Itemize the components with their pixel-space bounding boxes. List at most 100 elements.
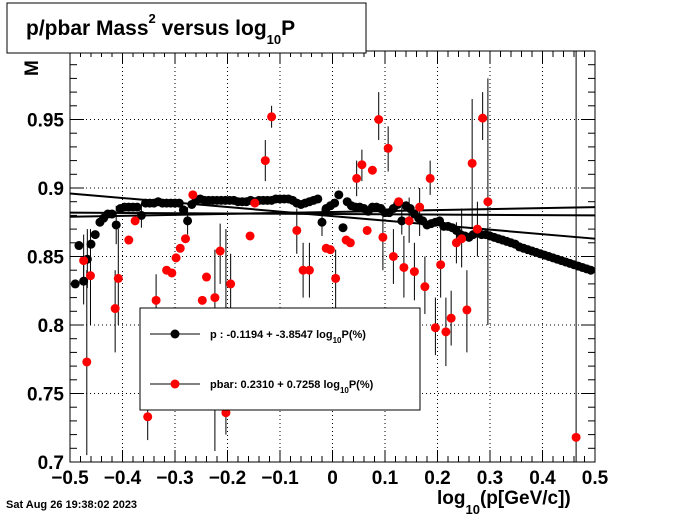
extra-fit-line bbox=[69, 211, 596, 217]
x-tick-label: 0.4 bbox=[529, 468, 556, 489]
pbar-data-point bbox=[409, 267, 419, 277]
pbar-data-point bbox=[110, 304, 120, 314]
data-points bbox=[70, 112, 596, 442]
pbar-data-point bbox=[394, 197, 404, 207]
y-tick-label: 0.7 bbox=[38, 453, 64, 474]
legend-p-marker bbox=[170, 329, 180, 339]
pbar-data-point bbox=[181, 234, 190, 244]
x-tick-label: −0.2 bbox=[209, 468, 247, 489]
p-data-point bbox=[174, 198, 184, 208]
pbar-data-point bbox=[352, 173, 362, 183]
pbar-data-point bbox=[383, 143, 393, 153]
x-tick-label: 0.5 bbox=[582, 468, 609, 489]
p-data-point bbox=[86, 239, 96, 249]
y-tick-label: 0.9 bbox=[38, 179, 64, 200]
pbar-data-point bbox=[260, 156, 270, 166]
pbar-data-point bbox=[130, 216, 140, 226]
p-data-point bbox=[178, 205, 188, 215]
pbar-data-point bbox=[357, 160, 367, 170]
pbar-data-point bbox=[331, 273, 341, 283]
y-tick-label: 0.75 bbox=[27, 385, 64, 406]
pbar-data-point bbox=[345, 238, 355, 248]
pbar-data-point bbox=[124, 235, 134, 245]
pbar-data-point bbox=[399, 262, 409, 272]
pbar-data-point bbox=[304, 265, 314, 275]
p-data-point bbox=[338, 223, 348, 233]
p-data-point bbox=[317, 217, 327, 227]
title-box bbox=[6, 2, 367, 54]
pbar-data-point bbox=[250, 198, 260, 208]
p-data-point bbox=[132, 202, 142, 212]
pbar-data-point bbox=[245, 231, 255, 241]
pbar-data-point bbox=[378, 232, 388, 242]
chart-title: p/pbar Mass2 versus log10P bbox=[26, 11, 295, 47]
x-tick-label: 0.1 bbox=[372, 468, 399, 489]
pbar-data-point bbox=[85, 271, 95, 281]
p-data-point bbox=[90, 230, 100, 240]
x-tick-label: −0.3 bbox=[156, 468, 194, 489]
pbar-data-point bbox=[82, 357, 92, 367]
x-tick-label: −0.1 bbox=[261, 468, 299, 489]
pbar-data-point bbox=[267, 112, 277, 122]
pbar-data-point bbox=[430, 323, 440, 333]
legend-box bbox=[139, 307, 421, 411]
pbar-data-point bbox=[215, 246, 225, 256]
x-tick-label: 0.2 bbox=[424, 468, 450, 489]
pbar-data-point bbox=[457, 234, 467, 244]
pbar-data-point bbox=[188, 190, 198, 200]
pbar-data-point bbox=[483, 197, 493, 207]
pbar-data-point bbox=[415, 202, 425, 212]
pbar-data-point bbox=[175, 243, 185, 253]
axis-ticks bbox=[69, 50, 596, 463]
x-tick-label: −0.5 bbox=[51, 468, 89, 489]
grid-lines bbox=[70, 51, 595, 462]
pbar-data-point bbox=[298, 265, 308, 275]
pbar-data-point bbox=[362, 225, 372, 235]
pbar-data-point bbox=[420, 282, 430, 292]
p-data-point bbox=[397, 216, 407, 226]
p-data-point bbox=[183, 216, 193, 226]
pbar-data-point bbox=[171, 253, 181, 263]
legend-pbar-marker bbox=[170, 379, 180, 389]
pbar-data-point bbox=[367, 165, 377, 175]
x-tick-label: 0 bbox=[327, 468, 338, 489]
p-data-point bbox=[107, 209, 117, 219]
y-tick-label: 0.8 bbox=[38, 316, 64, 337]
y-axis-label: M bbox=[22, 60, 43, 76]
pbar-data-point bbox=[425, 173, 435, 183]
pbar-data-point bbox=[478, 113, 488, 123]
y-tick-label: 0.95 bbox=[27, 111, 64, 132]
pbar-data-point bbox=[436, 260, 446, 270]
p-data-point bbox=[334, 190, 344, 200]
pbar-data-point bbox=[446, 313, 456, 323]
pbar-data-point bbox=[202, 272, 211, 282]
legend-p-text: p : -0.1194 + -3.8547 log10P(%) bbox=[210, 329, 366, 345]
x-axis-label: log10(p[GeV/c]) bbox=[437, 488, 571, 514]
pbar-data-point bbox=[374, 115, 384, 124]
pbar-data-point bbox=[472, 224, 482, 234]
pbar-data-point bbox=[79, 256, 89, 266]
pbar-fit-line bbox=[69, 206, 596, 218]
pbar-data-point bbox=[388, 252, 398, 261]
pbar-data-point bbox=[292, 225, 302, 235]
pbar-data-point bbox=[167, 268, 177, 278]
legend-pbar-text: pbar: 0.2310 + 0.7258 log10P(%) bbox=[210, 379, 374, 395]
tick-labels: −0.5 −0.4 −0.3 −0.2 −0.1 0 0.1 0.2 0.3 0.4 0.5 0.7 0… bbox=[27, 111, 609, 490]
pbar-data-point bbox=[143, 412, 153, 422]
x-tick-label: −0.4 bbox=[104, 468, 142, 489]
pbar-data-point bbox=[197, 295, 207, 305]
pbar-data-point bbox=[226, 279, 236, 289]
pbar-data-point bbox=[404, 216, 414, 226]
p-data-point bbox=[79, 276, 89, 286]
p-data-point bbox=[111, 220, 121, 230]
pbar-data-point bbox=[113, 273, 123, 283]
y-tick-label: 0.85 bbox=[27, 248, 64, 269]
pbar-data-point bbox=[467, 158, 477, 168]
pbar-data-point bbox=[462, 305, 472, 315]
pbar-data-point bbox=[325, 245, 335, 255]
pbar-data-point bbox=[441, 327, 451, 337]
p-data-point bbox=[330, 198, 340, 208]
x-tick-label: 0.3 bbox=[477, 468, 503, 489]
pbar-data-point bbox=[151, 295, 161, 305]
